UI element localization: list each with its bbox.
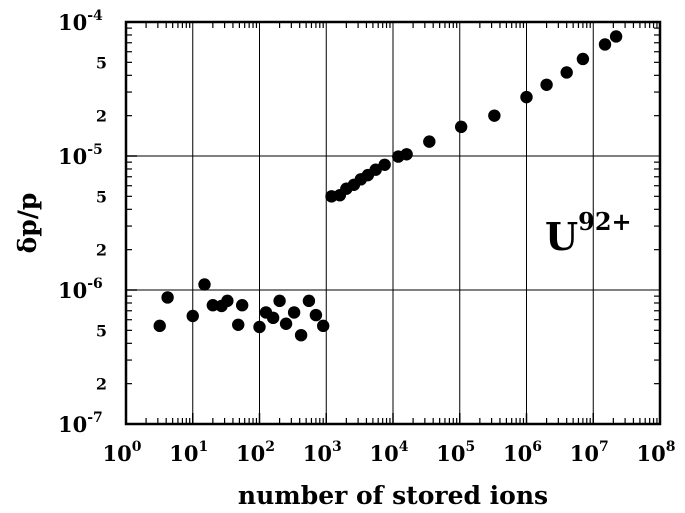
data-point [273,294,286,308]
data-point [266,311,280,325]
x-tick-label: 100 [103,439,142,466]
x-tick-label-base: 10 [370,441,399,466]
x-tick-label-base: 10 [303,441,332,466]
x-tick-label-exp: 5 [465,439,475,455]
data-point [221,294,234,308]
data-point [609,30,623,43]
x-tick-label-exp: 7 [599,439,609,455]
x-tick-label: 104 [370,439,409,466]
data-point [302,294,316,308]
x-tick-label: 106 [503,439,542,466]
y-tick-label-exp: -6 [87,276,103,292]
y-minor-label: 2 [96,107,107,126]
y-tick-labels: 10-710-610-510-4 [58,8,103,437]
x-tick-label-base: 10 [436,441,465,466]
data-point [378,158,391,171]
x-tick-label-base: 10 [103,441,132,466]
data-point [520,90,533,104]
y-minor-label: 2 [96,241,107,260]
x-tick-labels: 100 101 102 103 104 105 106 107 108 [103,439,676,466]
ion-annotation-sup: 92+ [578,207,632,236]
data-point [576,52,590,66]
y-tick-label-base: 10 [58,144,87,169]
x-tick-label: 103 [303,439,342,466]
data-point [316,319,330,333]
y-minor-label: 5 [96,53,107,72]
x-tick-label-exp: 3 [332,439,342,455]
x-tick-label: 108 [637,439,676,466]
x-tick-label-base: 10 [169,441,198,466]
y-tick-label-base: 10 [58,412,87,437]
data-point [454,120,468,134]
data-point [309,308,323,322]
y-minor-label: 5 [96,187,107,206]
data-point [198,278,211,291]
x-tick-label-exp: 4 [399,439,409,455]
x-tick-label-base: 10 [570,441,599,466]
data-point [153,319,166,333]
x-tick-label: 107 [570,439,609,466]
data-point [560,66,573,79]
data-point [488,109,501,122]
y-tick-label-exp: -4 [87,8,103,24]
y-minor-label: 5 [96,321,107,340]
y-minor-tick-labels: 2 5 2 5 2 5 [96,53,107,393]
data-point [235,299,249,312]
x-tick-label-base: 10 [637,441,666,466]
x-axis-label: number of stored ions [238,481,548,510]
data-point [279,317,293,330]
y-minor-label: 2 [96,375,107,394]
x-tick-label: 101 [169,439,208,466]
y-tick-label-base: 10 [58,10,87,35]
x-tick-label: 102 [236,439,275,466]
data-point [294,328,308,342]
data-point [253,320,266,334]
y-tick-label: 10-5 [58,142,103,169]
data-point [400,148,413,161]
y-axis-label: δp/p [13,193,42,254]
x-tick-label-exp: 2 [265,439,275,455]
x-tick-label-exp: 1 [198,439,208,455]
y-tick-label-base: 10 [58,278,87,303]
data-points [153,30,623,342]
x-tick-label-base: 10 [236,441,265,466]
y-tick-label: 10-7 [58,410,103,437]
x-tick-label-exp: 0 [132,439,142,455]
y-tick-label: 10-4 [58,8,103,35]
data-point [598,38,612,51]
y-tick-label-exp: -7 [87,410,103,426]
x-tick-label-exp: 8 [666,439,676,455]
data-point [186,309,199,323]
axis-ticks [125,21,661,425]
x-tick-label-base: 10 [503,441,532,466]
x-tick-label-exp: 6 [532,439,542,455]
data-point [540,78,553,91]
y-tick-label-exp: -5 [87,142,103,158]
data-point [232,318,245,331]
ion-annotation-base: U [545,214,578,259]
x-tick-label: 105 [436,439,475,466]
y-tick-label: 10-6 [58,276,103,303]
data-point [161,291,174,304]
data-point [287,306,301,319]
data-point [423,135,436,148]
ion-annotation: U92+ [545,207,632,259]
